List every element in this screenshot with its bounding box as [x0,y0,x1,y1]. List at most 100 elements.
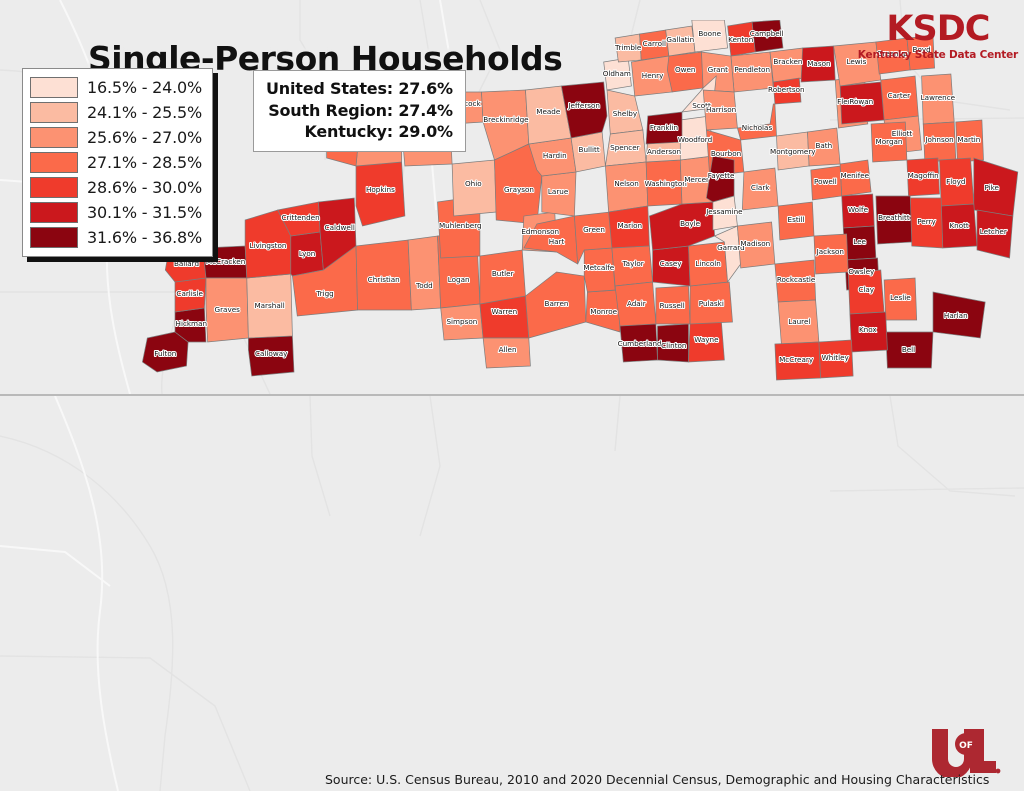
county-boyd[interactable] [906,35,935,71]
county-magoffin[interactable] [906,157,940,197]
top-county-label-carter: Carter [888,91,911,100]
county-nicholas[interactable] [736,103,777,141]
top-legend-swatch-3 [30,152,78,173]
top-county-label-shelby: Shelby [613,109,638,118]
top-legend-row: 25.6% - 27.0% [30,125,202,150]
top-county-label-lewis: Lewis [846,57,866,66]
county-jefferson[interactable] [560,81,608,139]
county-allen[interactable] [482,337,531,369]
top-county-label-cumberland: Cumberland [618,339,662,348]
top-county-label-gallatin: Gallatin [666,35,694,44]
top-county-label-scott: Scott [692,101,711,110]
top-county-label-garrard: Garrard [717,243,745,252]
top-county-label-marshall: Marshall [254,301,284,310]
top-county-label-robertson: Robertson [768,85,805,94]
top-map-legend: 16.5% - 24.0% 24.1% - 25.5% 25.6% - 27.0% 2… [22,68,214,257]
top-legend-label-5: 30.1% - 31.5% [87,203,203,222]
top-legend-label-0: 16.5% - 24.0% [87,78,203,97]
top-map-info-box: United States: 27.6% South Region: 27.4% K… [253,70,466,152]
top-county-label-russell: Russell [660,301,685,310]
top-county-label-harrison: Harrison [706,105,736,114]
county-breathitt[interactable] [875,195,913,245]
county-boone[interactable] [691,20,728,53]
county-knox[interactable] [849,311,888,353]
county-mccreary[interactable] [774,341,821,381]
top-county-label-franklin: Franklin [650,123,678,132]
top-map-panel: Single-Person Households Fulton Hickman Ca… [0,0,1024,394]
top-county-label-lee: Lee [853,237,866,246]
bottom-map-panel: Change in Single-Person HHs Since 2010 F… [0,396,1024,791]
top-county-label-adair: Adair [627,299,646,308]
top-county-label-clark: Clark [751,183,770,192]
top-county-label-trigg: Trigg [315,289,333,298]
top-county-label-trimble: Trimble [614,43,642,52]
top-county-label-todd: Todd [415,281,433,290]
top-county-label-barren: Barren [545,299,569,308]
top-county-label-fulton: Fulton [154,349,176,358]
top-county-label-hickman: Hickman [176,319,207,328]
county-owen[interactable] [666,51,704,93]
county-campbell[interactable] [751,20,784,53]
top-county-label-magoffin: Magoffin [908,171,939,180]
top-county-label-monroe: Monroe [590,307,617,316]
county-leslie[interactable] [883,277,918,321]
top-county-label-bath: Bath [815,141,832,150]
county-grayson[interactable] [494,143,543,225]
county-todd[interactable] [407,235,442,311]
county-bell[interactable] [885,331,934,369]
top-county-label-marion: Marion [618,221,643,230]
top-county-label-clay: Clay [858,285,874,294]
top-county-label-fleming: Fleming [837,97,866,106]
county-martin[interactable] [955,119,984,163]
top-county-label-hardin: Hardin [543,151,567,160]
top-county-label-graves: Graves [215,305,241,314]
top-county-label-pulaski: Pulaski [699,299,724,308]
top-county-label-calloway: Calloway [255,349,288,358]
county-graves[interactable] [205,277,249,343]
top-county-label-lawrence: Lawrence [921,93,956,102]
top-county-label-jefferson: Jefferson [567,101,600,110]
top-legend-swatch-0 [30,77,78,98]
top-legend-swatch-5 [30,202,78,223]
top-county-label-oldham: Oldham [603,69,631,78]
top-county-label-rowan: Rowan [849,97,873,106]
county-hart[interactable] [523,215,579,265]
top-county-label-bell: Bell [902,345,915,354]
top-county-label-owsley: Owsley [848,267,875,276]
county-green[interactable] [574,211,613,265]
county-franklin[interactable] [645,111,683,145]
county-ohio[interactable] [451,159,497,217]
top-info-line-1: South Region: 27.4% [268,100,453,120]
top-county-label-greenup: Greenup [877,49,908,58]
top-info-line-0: United States: 27.6% [266,79,453,98]
county-barren[interactable] [525,271,587,339]
top-county-label-christian: Christian [368,275,400,284]
county-rowan[interactable] [839,81,885,125]
top-county-label-madison: Madison [740,239,770,248]
county-garrard[interactable] [713,225,742,283]
uofl-logo: OF [932,729,1001,777]
top-legend-label-4: 28.6% - 30.0% [87,178,203,197]
top-county-label-grayson: Grayson [504,185,534,194]
county-hopkins[interactable] [355,161,406,227]
top-county-label-perry: Perry [917,217,936,226]
county-harlan[interactable] [932,291,986,339]
top-county-label-harlan: Harlan [944,311,968,320]
top-county-label-jackson: Jackson [816,247,844,256]
top-county-label-boyd: Boyd [913,45,931,54]
county-powell[interactable] [810,165,843,201]
top-county-label-knox: Knox [859,325,877,334]
county-clinton[interactable] [657,323,689,363]
top-county-label-nicholas: Nicholas [742,123,773,132]
top-legend-label-2: 25.6% - 27.0% [87,128,203,147]
top-county-label-lyon: Lyon [299,249,316,258]
county-robertson[interactable] [772,77,802,105]
top-county-label-mccreary: McCreary [779,355,814,364]
top-county-label-owen: Owen [675,65,696,74]
county-letcher[interactable] [976,209,1014,259]
top-county-label-allen: Allen [499,345,517,354]
top-county-label-pike: Pike [984,183,999,192]
top-county-label-hart: Hart [549,237,565,246]
top-county-label-whitley: Whitley [822,353,850,362]
top-county-label-pendleton: Pendleton [734,65,770,74]
